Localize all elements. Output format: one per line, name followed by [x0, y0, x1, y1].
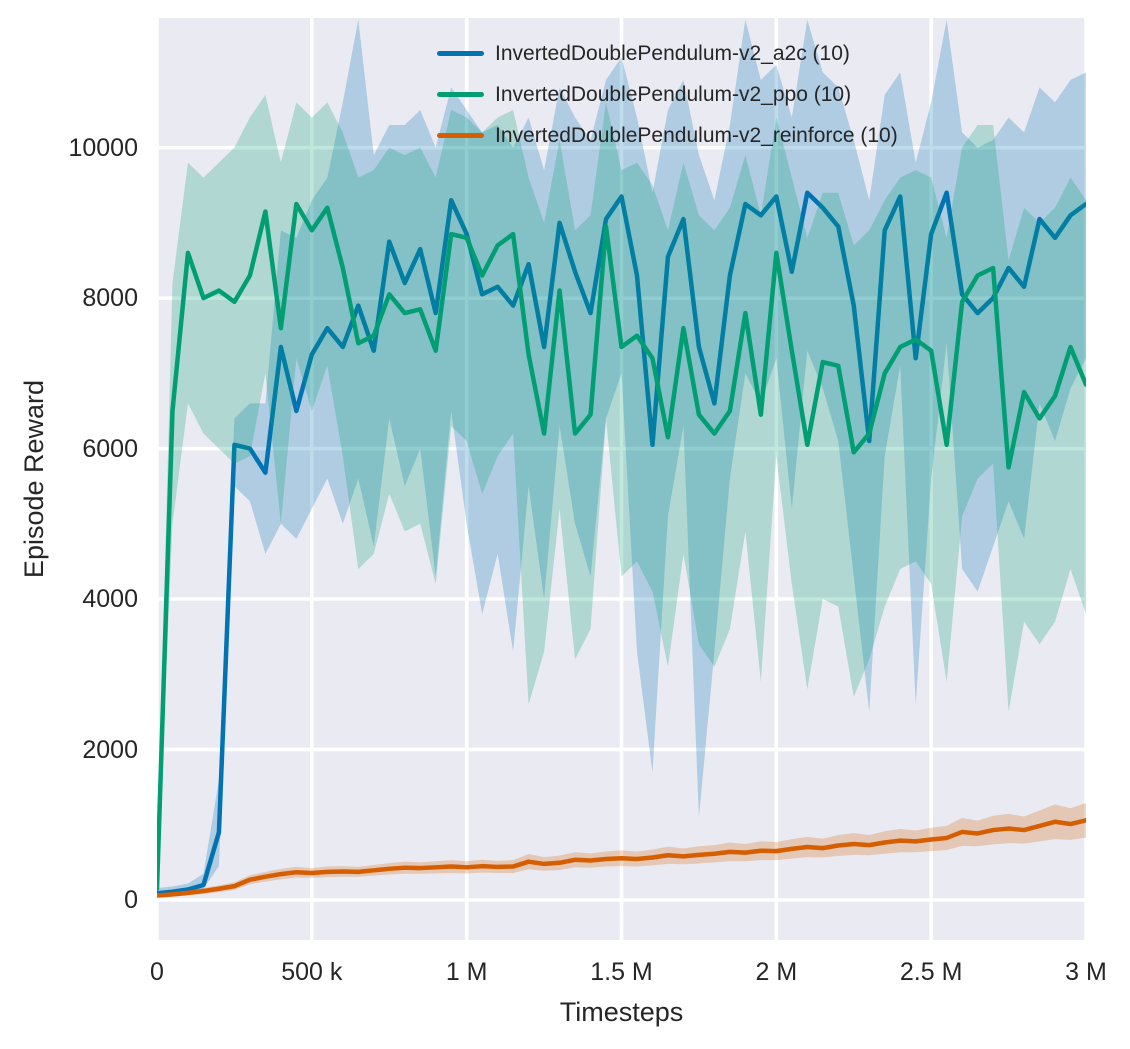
legend-item: InvertedDoublePendulum-v2_reinforce (10) — [437, 115, 898, 156]
x-tick-label: 500 k — [281, 958, 343, 986]
legend-label: InvertedDoublePendulum-v2_a2c (10) — [495, 41, 850, 65]
x-tick-label: 1 M — [445, 958, 488, 986]
series-line-2 — [157, 818, 1086, 898]
legend-swatch — [437, 133, 484, 138]
legend-swatch — [437, 51, 484, 56]
gridlines — [155, 18, 1088, 940]
x-tick-label: 2.5 M — [899, 958, 963, 986]
legend-label: InvertedDoublePendulum-v2_ppo (10) — [495, 82, 852, 106]
confidence-band-0 — [157, 19, 1086, 897]
confidence-band-2 — [157, 802, 1086, 898]
series-group — [157, 19, 1086, 898]
x-tick-label: 2 M — [755, 958, 798, 986]
y-tick-label: 0 — [124, 886, 138, 915]
y-tick-label: 10000 — [68, 133, 138, 162]
y-tick-label: 6000 — [82, 434, 138, 463]
series-line-1 — [157, 201, 1086, 892]
legend-swatch — [437, 92, 484, 97]
y-tick-label: 8000 — [82, 284, 138, 313]
legend-item: InvertedDoublePendulum-v2_ppo (10) — [437, 74, 898, 115]
y-tick-label: 2000 — [82, 735, 138, 764]
x-tick-label: 0 — [150, 958, 164, 986]
legend-label: InvertedDoublePendulum-v2_reinforce (10) — [495, 123, 898, 147]
series-line-0 — [157, 190, 1086, 896]
x-axis-label: Timesteps — [559, 997, 684, 1027]
legend-item: InvertedDoublePendulum-v2_a2c (10) — [437, 33, 898, 74]
y-tick-label: 4000 — [82, 585, 138, 614]
legend: InvertedDoublePendulum-v2_a2c (10) Invert… — [437, 33, 898, 156]
y-axis-label: Episode Reward — [19, 379, 49, 579]
x-tick-label: 1.5 M — [590, 958, 653, 986]
x-tick-label: 3 M — [1065, 958, 1107, 986]
